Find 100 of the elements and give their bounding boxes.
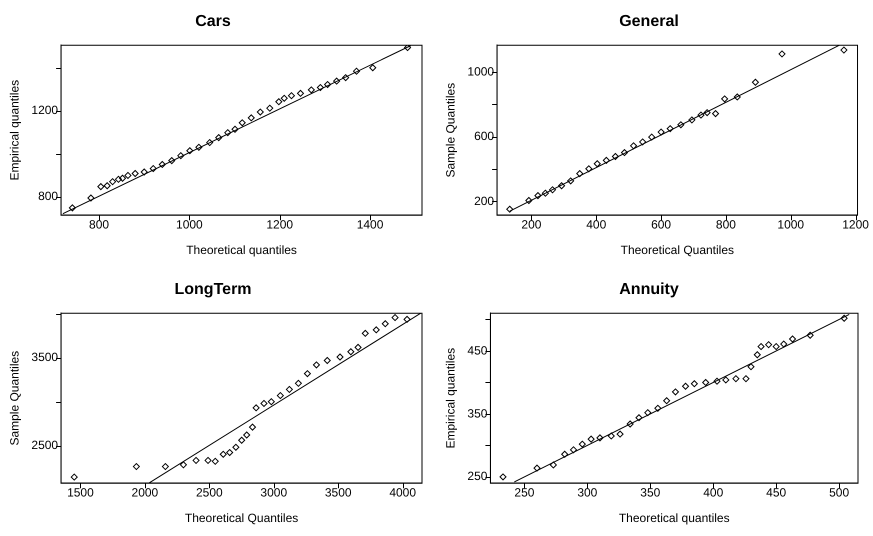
point: [238, 436, 246, 444]
point: [602, 156, 610, 164]
y-axis-title: Sample Quantiles: [8, 350, 22, 446]
chart-title: Annuity: [619, 281, 679, 298]
point: [639, 138, 646, 146]
x-tick-label: 600: [651, 218, 672, 232]
point: [620, 149, 628, 156]
point: [104, 182, 111, 190]
x-tick-label: 300: [577, 486, 598, 500]
point: [232, 444, 240, 451]
y-tick-label: 600: [474, 129, 494, 144]
x-tick-label: 1200: [266, 218, 294, 232]
point: [608, 432, 615, 440]
x-axis-title: Theoretical quantiles: [186, 243, 297, 258]
point: [721, 95, 728, 102]
point: [630, 142, 638, 150]
point: [806, 332, 814, 339]
point: [596, 434, 604, 442]
x-tick-label: 1200: [842, 218, 870, 232]
point: [677, 121, 684, 128]
point: [690, 380, 698, 388]
x-tick-label: 350: [640, 486, 661, 500]
point: [748, 363, 754, 370]
x-tick-label: 800: [89, 218, 110, 232]
point: [206, 139, 214, 146]
point: [369, 64, 376, 72]
point: [243, 432, 250, 439]
point: [754, 351, 761, 358]
point: [140, 168, 148, 176]
x-axis-title: Theoretical Quantiles: [184, 511, 298, 526]
point: [666, 125, 674, 132]
point: [722, 376, 730, 384]
point: [382, 320, 389, 328]
point: [70, 474, 78, 481]
point: [294, 380, 302, 387]
point: [704, 109, 711, 116]
point: [765, 341, 772, 348]
x-tick-label: 3500: [324, 486, 352, 500]
point: [654, 404, 662, 412]
point: [256, 108, 264, 116]
point: [578, 440, 586, 448]
point: [840, 46, 848, 54]
point: [204, 456, 212, 464]
point: [109, 178, 116, 186]
chart-title: Cars: [195, 13, 231, 30]
point: [168, 157, 176, 164]
y-tick-label: 3500: [31, 350, 58, 364]
y-tick-label: 450: [467, 343, 488, 358]
x-tick-label: 1500: [67, 486, 94, 500]
point: [316, 84, 324, 92]
x-tick-label: 500: [829, 486, 850, 500]
point: [392, 314, 399, 322]
point: [150, 165, 157, 172]
x-tick-label: 450: [766, 486, 787, 500]
y-axis-title: Empirical quantiles: [444, 348, 458, 449]
point: [362, 330, 369, 337]
point: [124, 172, 132, 179]
point: [697, 112, 704, 119]
x-tick-label: 200: [521, 218, 542, 232]
point: [688, 116, 696, 124]
point: [333, 78, 340, 85]
point: [612, 152, 619, 160]
point: [404, 45, 412, 52]
point: [324, 81, 332, 88]
point: [238, 119, 246, 126]
point: [180, 461, 187, 468]
point: [215, 134, 222, 142]
chart-title: General: [619, 13, 679, 30]
point: [195, 144, 202, 151]
point: [177, 152, 184, 160]
point: [752, 78, 759, 86]
point: [260, 400, 268, 407]
point: [286, 386, 293, 393]
point: [304, 370, 311, 378]
y-tick-label: 800: [38, 188, 58, 203]
point: [192, 456, 200, 464]
point: [220, 450, 227, 458]
point: [186, 147, 194, 154]
y-tick-label: 1200: [31, 102, 58, 117]
x-tick-label: 1000: [176, 218, 204, 232]
point: [68, 204, 76, 212]
point: [268, 398, 275, 406]
x-tick-label: 800: [716, 218, 736, 232]
point: [663, 397, 670, 404]
point: [561, 450, 568, 458]
point: [249, 424, 256, 431]
point: [558, 182, 566, 190]
point: [336, 354, 344, 361]
y-tick-label: 200: [474, 194, 494, 208]
y-tick-label: 2500: [31, 438, 58, 452]
point: [626, 420, 634, 428]
point: [280, 94, 288, 102]
point: [567, 177, 574, 184]
point: [648, 134, 656, 141]
y-axis-title: Empirical quantiles: [8, 80, 22, 181]
y-axis-title: Sample Quantiles: [444, 82, 458, 178]
point: [232, 126, 238, 133]
point: [226, 449, 234, 456]
point: [576, 170, 584, 178]
point: [672, 388, 679, 396]
